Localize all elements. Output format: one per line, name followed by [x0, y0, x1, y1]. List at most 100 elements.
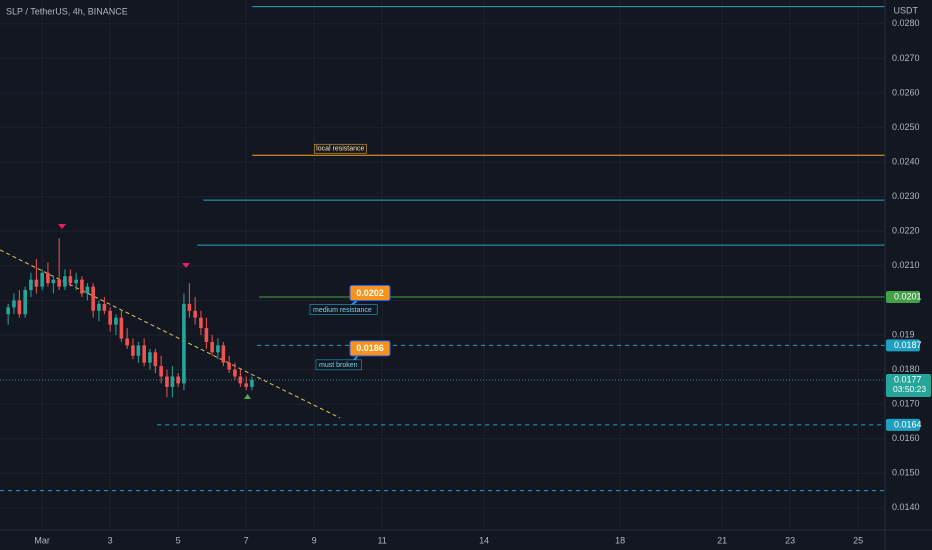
callout-value: 0.0202 — [356, 288, 384, 298]
x-tick-label: 23 — [785, 535, 795, 545]
callout-box — [349, 285, 391, 302]
candle-body — [176, 376, 180, 384]
x-tick-label: 9 — [312, 535, 317, 545]
x-tick-label: 11 — [377, 535, 386, 545]
candle-body — [102, 303, 107, 311]
candle-body — [216, 345, 220, 353]
high-marker — [182, 263, 190, 268]
candle-body — [131, 345, 135, 356]
candle-body — [17, 300, 22, 315]
candle-body — [148, 352, 152, 363]
chart-title: SLP / TetherUS, 4h, BINANCE — [6, 6, 128, 16]
candle-body — [46, 272, 50, 284]
x-tick-label: 21 — [717, 535, 727, 545]
x-tick-label: 3 — [108, 535, 113, 545]
y-tick-label: 0.0160 — [892, 433, 920, 443]
candle-body — [182, 303, 186, 384]
x-tick-label: 14 — [479, 535, 489, 545]
x-tick-label: Mar — [34, 535, 50, 545]
x-tick-label: 25 — [853, 535, 863, 545]
y-tick-label: 0.0180 — [892, 364, 920, 374]
candle-body — [108, 310, 112, 325]
price-tag — [886, 418, 920, 431]
low-marker — [244, 394, 251, 399]
price-tag-label: 0.0187 — [894, 340, 922, 350]
x-tick-label: 18 — [615, 535, 625, 545]
candle-body — [227, 362, 231, 370]
callout-label: must broken — [319, 362, 358, 369]
candle-body — [63, 276, 67, 287]
y-tick-label: 0.0240 — [892, 157, 920, 167]
callout-value: 0.0186 — [356, 343, 384, 353]
y-tick-label: 0.0270 — [892, 53, 920, 63]
candle-body — [91, 286, 95, 311]
y-tick-label: 0.0170 — [892, 399, 920, 409]
grid-layer — [0, 0, 885, 530]
countdown: 03:50:23 — [893, 384, 926, 394]
y-tick-label: 0.0260 — [892, 87, 920, 97]
x-tick-label: 5 — [176, 535, 181, 545]
y-tick-label: 0.019 — [892, 329, 915, 339]
candle-body — [34, 279, 39, 287]
candle-body — [40, 272, 44, 287]
price-tag-label: 0.0164 — [894, 419, 922, 429]
candle-body — [244, 383, 248, 387]
candle-body — [210, 341, 214, 353]
y-tick-label: 0.0250 — [892, 122, 920, 132]
candle-body — [165, 376, 169, 387]
last-price-label: 0.0177 — [894, 374, 922, 384]
x-tick-label: 7 — [244, 535, 249, 545]
candle-body — [193, 310, 197, 318]
unit-label: USDT — [894, 5, 919, 15]
last-price-tag — [886, 373, 931, 397]
candle-body — [29, 279, 33, 291]
level-label-box — [313, 143, 367, 154]
callout-label-box — [309, 304, 378, 315]
candle-body — [74, 279, 78, 284]
candle-body — [159, 366, 163, 377]
candle-body — [119, 317, 124, 339]
callout-box — [349, 340, 391, 357]
price-tag — [886, 290, 920, 303]
y-tick-label: 0.0220 — [892, 226, 920, 236]
candle-body — [125, 338, 129, 346]
y-tick-label: 0.0280 — [892, 18, 920, 28]
candle-body — [68, 276, 73, 284]
price-tag-label: 0.0201 — [894, 291, 922, 301]
candle-body — [170, 376, 175, 387]
candle-body — [97, 303, 101, 311]
candle-body — [204, 328, 209, 342]
candle-body — [238, 376, 243, 384]
candle-body — [51, 279, 56, 284]
candle-body — [57, 279, 61, 287]
candle-body — [85, 286, 90, 294]
price-tag — [886, 339, 920, 352]
candle-body — [114, 317, 118, 325]
y-tick-label: 0.0210 — [892, 260, 920, 270]
candle-body — [187, 303, 192, 311]
callout-label: medium resistance — [313, 307, 372, 314]
high-marker — [58, 224, 66, 229]
axes-layer: 0.0140 0.0150 0.0160 0.0170 0.0180 0.019 0.020… — [34, 18, 931, 545]
candle-body — [80, 279, 84, 294]
plot-layer: local resistance 0.0202 medium resistance 0… — [0, 6, 885, 492]
candle-body — [12, 300, 16, 308]
y-tick-label: 0.0150 — [892, 468, 920, 478]
candle-body — [136, 345, 141, 356]
candle-body — [142, 345, 146, 363]
candle-body — [233, 369, 237, 377]
y-tick-label: 0.0140 — [892, 502, 920, 512]
y-tick-label: 0.0230 — [892, 191, 920, 201]
callout-label-box — [315, 359, 362, 371]
candle-body — [221, 345, 226, 363]
candle-body — [153, 352, 158, 367]
trend-line — [0, 249, 341, 419]
candle-body — [6, 307, 10, 315]
candle-body — [23, 290, 27, 315]
candle-body — [199, 317, 203, 329]
level-label: local resistance — [316, 146, 364, 153]
candle-body — [250, 379, 254, 387]
